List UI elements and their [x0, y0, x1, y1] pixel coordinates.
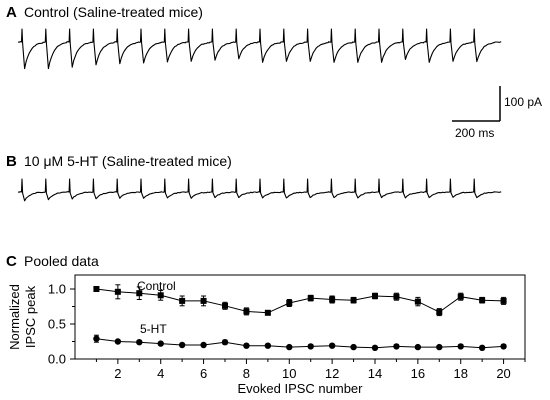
data-point-5-ht: [328, 342, 336, 349]
data-point-5-ht: [221, 339, 229, 346]
data-point-5-ht: [307, 343, 314, 350]
data-point-5-ht: [393, 343, 400, 350]
data-point-control: [157, 292, 164, 299]
data-point-5-ht: [414, 343, 422, 351]
data-point-control: [93, 286, 100, 292]
data-point-control: [307, 295, 314, 302]
data-point-control: [179, 297, 186, 304]
data-point-5-ht: [371, 344, 379, 351]
data-point-5-ht: [286, 343, 293, 351]
panel-b-title: 10 μM 5-HT (Saline-treated mice): [24, 153, 232, 169]
data-point-5-ht: [93, 335, 100, 342]
pooled-chart: 2 4 6 8 10 12 14 16 18 20 0.00.51.0 Control 5-HT …: [7, 274, 526, 396]
scale-bar: 100 pA 200 ms: [452, 86, 542, 140]
scale-current-label: 100 pA: [504, 95, 542, 109]
panel-b-letter: B: [6, 153, 17, 170]
x-tick-label: 20: [496, 366, 510, 381]
data-point-control: [264, 309, 271, 316]
x-tick-label: 14: [368, 366, 382, 381]
data-point-5-ht: [457, 343, 464, 350]
data-point-5-ht: [178, 341, 186, 349]
data-point-5-ht: [350, 343, 357, 351]
y-tick-label: 0.0: [48, 352, 66, 367]
trace-b: [17, 178, 502, 202]
x-axis-title: Evoked IPSC number: [237, 381, 363, 396]
data-point-5-ht: [200, 341, 207, 349]
series-label-control: Control: [137, 279, 176, 293]
data-point-control: [436, 309, 443, 316]
data-point-5-ht: [478, 344, 486, 351]
y-axis-title-line-2: IPSC peak: [23, 285, 38, 348]
data-point-5-ht: [114, 338, 122, 345]
data-point-5-ht: [243, 342, 250, 349]
data-point-control: [243, 308, 250, 315]
x-tick-label: 4: [157, 366, 164, 381]
data-point-control: [372, 293, 378, 299]
data-point-5-ht: [500, 343, 507, 350]
data-point-control: [500, 297, 507, 304]
panel-a-letter: A: [6, 4, 17, 21]
data-point-5-ht: [264, 342, 272, 349]
x-tick-label: 2: [114, 366, 121, 381]
data-point-5-ht: [136, 339, 143, 346]
x-tick-label: 18: [453, 366, 467, 381]
plot-frame: [74, 274, 526, 360]
data-point-control: [200, 297, 207, 304]
data-point-control: [414, 298, 421, 305]
x-tick-label: 16: [411, 366, 425, 381]
y-tick-label: 0.5: [48, 317, 66, 332]
data-point-5-ht: [157, 340, 164, 347]
data-point-control: [350, 297, 357, 304]
panel-c-title: Pooled data: [24, 253, 99, 269]
panel-a-title: Control (Saline-treated mice): [24, 4, 203, 20]
trace-a: [17, 28, 502, 70]
x-tick-label: 10: [282, 366, 296, 381]
scale-time-label: 200 ms: [455, 126, 494, 140]
data-point-control: [286, 300, 293, 306]
data-point-control: [393, 293, 400, 300]
y-axis-title-line-1: Normalized: [7, 284, 22, 350]
data-point-control: [457, 293, 464, 300]
data-point-control: [222, 302, 228, 309]
x-tick-label: 6: [200, 366, 207, 381]
series-line-5-ht: [96, 338, 504, 349]
data-point-control: [479, 297, 486, 304]
data-point-control: [136, 290, 143, 297]
trace-a-path: [17, 28, 502, 70]
data-point-control: [329, 296, 336, 303]
data-point-5-ht: [436, 343, 443, 351]
x-tick-label: 8: [243, 366, 250, 381]
y-tick-label: 1.0: [48, 282, 66, 297]
panel-c-letter: C: [6, 253, 17, 270]
series-label-5ht: 5-HT: [140, 322, 167, 336]
x-tick-label: 12: [325, 366, 339, 381]
data-point-control: [114, 288, 121, 295]
trace-b-path: [17, 178, 502, 202]
series-line-control: [96, 288, 504, 314]
